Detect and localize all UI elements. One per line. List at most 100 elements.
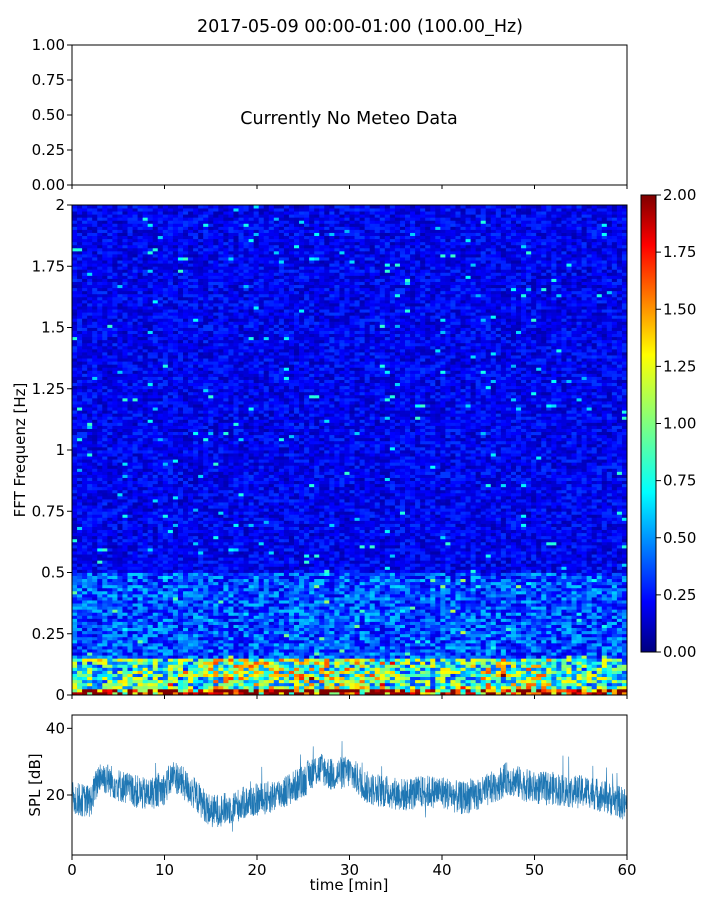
spectrogram-cell [218,593,224,598]
spectrogram-cell [263,661,270,665]
spectrogram-cell [551,612,557,616]
spectrogram-cell [92,685,98,690]
spectrogram-cell [586,597,593,601]
spectrogram-cell [531,661,537,665]
spectrogram-cell [505,676,512,681]
spectrogram-cell [364,633,371,638]
spectrogram-cell [87,673,93,678]
spectrogram-cell [480,691,487,696]
spectrogram-cell [516,670,522,674]
spectrogram-cell [172,685,179,690]
spectrogram-cell [556,649,562,653]
spectrogram-cell [384,624,391,629]
spectrogram-cell [349,652,355,656]
spectrogram-cell [556,569,562,573]
spectrogram-cell [480,609,487,613]
spectrogram-cell [531,587,537,592]
spectrogram-cell [107,578,113,583]
spectrogram-cell [551,557,557,561]
spectrogram-cell [228,618,234,622]
spectrogram-cell [213,615,219,619]
spectrogram-cell [379,639,386,644]
spectrogram-cell [505,691,512,696]
spectrogram-cell [77,679,83,684]
spectrogram-cell [450,575,456,580]
meteo-ytick-label: 1.00 [32,36,65,54]
spectrogram-cell [183,606,189,610]
spectrogram-cell [591,652,598,656]
spectrogram-cell [102,575,108,580]
spectrogram-cell [561,642,567,647]
spectrogram-cell [82,649,88,653]
spectrogram-cell [294,691,300,696]
spectrogram-cell [551,569,557,573]
spectrogram-cell [218,642,224,647]
spectrogram-cell [526,655,532,659]
spectrogram-cell [516,572,522,576]
spectrogram-cell [112,636,118,641]
spectrogram-cell [299,566,305,570]
spectrogram-cell [359,557,366,561]
spectrogram-cell [500,566,507,570]
spectrogram-cell [258,633,265,638]
spectrogram-cell [193,590,199,595]
spectrogram-cell [490,667,497,671]
spectrogram-cell [611,658,618,662]
spectrogram-cell [223,597,229,601]
spectrogram-cell [278,624,285,629]
spectrogram-cell [364,636,371,641]
spectrogram-cell [591,575,598,580]
spectrogram-cell [97,679,103,684]
spectrogram-cell [455,593,461,598]
spectrogram-cell [354,569,360,573]
spectrogram-cell [490,679,497,684]
spectrogram-cell [460,597,466,601]
spectrogram-cell [510,584,517,589]
spectrogram-cell [299,658,305,662]
spectrogram-cell [521,636,527,641]
spectrogram-cell [389,581,396,586]
spectrogram-cell [233,664,239,668]
spectrogram-cell [339,590,345,595]
spectrogram-cell [405,590,411,595]
spectrogram-cell [495,581,502,586]
spectrogram-cell [384,584,391,589]
spectrogram-cell [369,655,376,659]
spectrogram-cell [561,587,567,592]
spectrogram-cell [177,590,184,595]
spectrogram-cell [354,609,360,613]
spectrogram-cell [485,691,492,696]
spectrogram-cell [304,670,310,674]
spectrogram-cell [218,655,224,659]
spectrogram-cell [480,676,487,681]
spectrogram-cell [576,609,582,613]
spectrogram-cell [571,633,577,638]
spectrogram-cell [389,652,396,656]
spectrogram-cell [198,597,204,601]
spectrogram-cell [92,584,98,589]
spectrogram-cell [536,627,542,632]
spectrogram-cell [157,600,164,604]
spectrogram-cell [329,563,335,567]
spectrogram-cell [364,593,371,598]
spectrogram-cell [167,572,174,576]
spectrogram-cell [238,639,244,644]
spectrogram-cell [475,581,482,586]
spectrogram-cell [309,615,315,619]
spectrogram-cell [97,642,103,647]
spectrogram-cell [516,603,522,607]
spectrogram-cell [384,633,391,638]
spectrogram-cell [203,609,209,613]
spectrogram-cell [410,609,416,613]
spectrogram-cell [384,578,391,583]
spectrogram-cell [551,581,557,586]
spectrogram-cell [561,688,567,693]
spectrogram-cell [268,575,275,580]
spectrogram-cell [258,600,265,604]
spectrogram-cell [475,676,482,681]
spectrogram-cell [465,584,471,589]
spectrogram-cell [339,621,345,625]
spectrogram-cell [102,646,108,650]
spectrogram-cell [410,560,416,564]
spectrogram-cell [183,593,189,598]
